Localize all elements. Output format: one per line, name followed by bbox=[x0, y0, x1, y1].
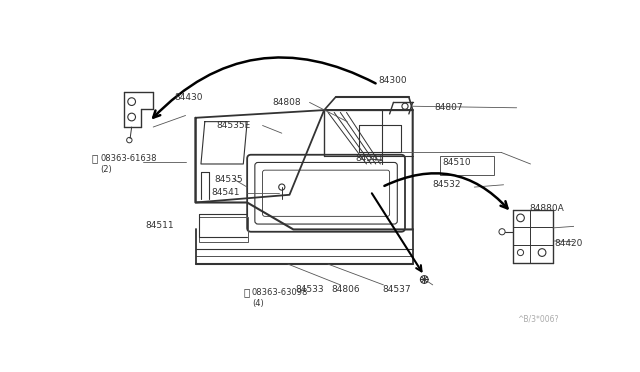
Text: 84807: 84807 bbox=[435, 103, 463, 112]
Text: Ⓢ: Ⓢ bbox=[92, 154, 98, 164]
Text: 84541: 84541 bbox=[211, 188, 239, 197]
Text: 84541: 84541 bbox=[355, 154, 383, 163]
Text: 84511: 84511 bbox=[145, 221, 174, 230]
Text: 84806: 84806 bbox=[332, 285, 360, 294]
Text: 84808: 84808 bbox=[273, 98, 301, 107]
Text: 84535: 84535 bbox=[214, 175, 243, 184]
Text: 84532: 84532 bbox=[432, 180, 460, 189]
Text: Ⓢ: Ⓢ bbox=[243, 288, 250, 298]
Text: 84535E: 84535E bbox=[216, 121, 251, 130]
Text: ^B/3*006?: ^B/3*006? bbox=[518, 314, 559, 323]
Text: 84880A: 84880A bbox=[530, 204, 564, 213]
Text: (4): (4) bbox=[252, 299, 264, 308]
Text: 84300: 84300 bbox=[378, 76, 406, 85]
Text: 84533: 84533 bbox=[296, 285, 324, 294]
Text: (2): (2) bbox=[100, 165, 112, 174]
Text: 84537: 84537 bbox=[382, 285, 410, 294]
Text: 84510: 84510 bbox=[442, 158, 470, 167]
Text: 08363-61638: 08363-61638 bbox=[100, 154, 157, 163]
Text: 84430: 84430 bbox=[174, 93, 202, 102]
Text: 84420: 84420 bbox=[554, 239, 583, 248]
Text: 08363-63098: 08363-63098 bbox=[252, 288, 308, 297]
